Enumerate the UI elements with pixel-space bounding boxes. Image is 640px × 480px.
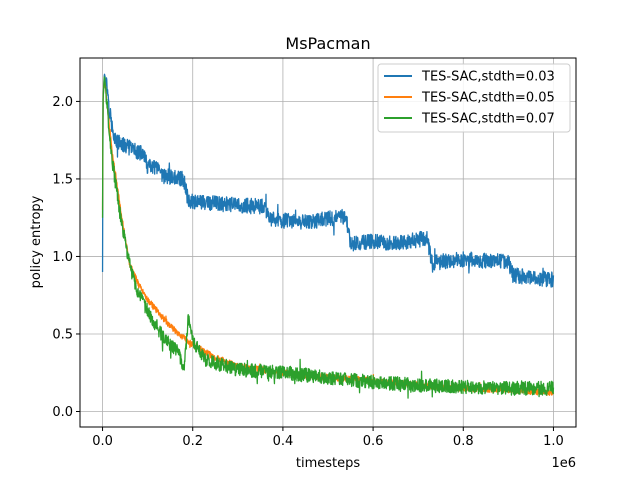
y-tick-label: 0.0 [52, 405, 73, 420]
legend-box [377, 63, 571, 133]
y-tick-label: 2.0 [52, 95, 73, 110]
series-line-3 [101, 76, 555, 399]
legend-label-2: TES-SAC,stdth=0.05 [421, 91, 555, 106]
x-tick-label: 0.2 [182, 434, 203, 449]
legend: TES-SAC,stdth=0.03 TES-SAC,stdth=0.05 TES-… [377, 63, 571, 133]
y-tick-label: 1.0 [52, 250, 73, 265]
legend-label-3: TES-SAC,stdth=0.07 [421, 112, 555, 127]
x-axis: 0.0 0.2 0.4 0.6 0.8 1.0 [92, 427, 564, 449]
legend-label-1: TES-SAC,stdth=0.03 [421, 70, 555, 85]
x-tick-label: 0.4 [273, 434, 294, 449]
x-tick-label: 1.0 [543, 434, 564, 449]
series-line-1 [101, 73, 555, 288]
x-tick-label: 0.8 [453, 434, 474, 449]
y-tick-label: 1.5 [52, 172, 73, 187]
series-lines [101, 73, 555, 399]
x-tick-label: 0.6 [363, 434, 384, 449]
plot-area [79, 57, 577, 428]
y-axis-label: policy entropy [29, 195, 44, 288]
x-axis-label: timesteps [296, 456, 360, 471]
x-tick-label: 0.0 [92, 434, 113, 449]
x-axis-scale-label: 1e6 [551, 456, 576, 471]
y-tick-label: 0.5 [52, 327, 73, 342]
chart-title: MsPacman [285, 34, 370, 53]
y-axis: 0.0 0.5 1.0 1.5 2.0 [52, 95, 80, 420]
